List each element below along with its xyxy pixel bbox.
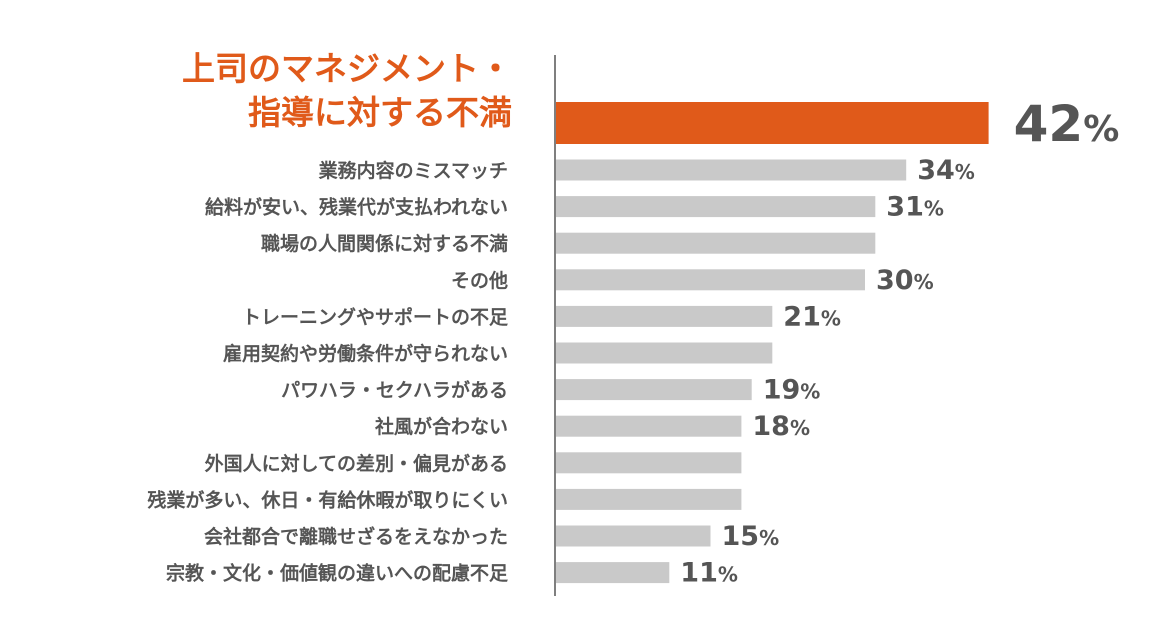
category-label-5: トレーニングやサポートの不足 bbox=[242, 305, 509, 328]
bar-2 bbox=[556, 196, 876, 218]
bar-3 bbox=[556, 232, 876, 254]
category-label-11: 会社都合で離職せざるをえなかった bbox=[204, 525, 508, 548]
bar-10 bbox=[556, 488, 742, 510]
bar-5 bbox=[556, 305, 773, 327]
bar-0 bbox=[556, 102, 989, 144]
value-label-4: 30% bbox=[876, 265, 934, 296]
value-label-5: 21% bbox=[783, 301, 841, 332]
bar-7 bbox=[556, 379, 752, 401]
category-label-3: 職場の人間関係に対する不満 bbox=[261, 232, 508, 255]
value-label-0: 42% bbox=[1014, 95, 1120, 153]
bar-9 bbox=[556, 452, 742, 474]
bar-11 bbox=[556, 525, 711, 547]
category-label-6: 雇用契約や労働条件が守られない bbox=[223, 342, 508, 365]
bar-12 bbox=[556, 562, 670, 584]
category-label-8: 社風が合わない bbox=[374, 415, 508, 438]
category-label-2: 給料が安い、残業代が支払われない bbox=[205, 196, 508, 219]
category-label-0: 上司のマネジメント・指導に対する不満 bbox=[182, 49, 512, 132]
value-label-2: 31% bbox=[886, 192, 944, 223]
bar-4 bbox=[556, 269, 865, 291]
category-label-1: 業務内容のミスマッチ bbox=[318, 159, 508, 182]
category-label-4: その他 bbox=[451, 269, 508, 292]
category-label-10: 残業が多い、休日・有給休暇が取りにくい bbox=[147, 488, 508, 511]
value-label-12: 11% bbox=[680, 558, 738, 589]
bar-1 bbox=[556, 159, 907, 181]
category-label-12: 宗教・文化・価値観の違いへの配慮不足 bbox=[166, 562, 509, 585]
value-label-7: 19% bbox=[763, 375, 821, 406]
value-label-8: 18% bbox=[752, 411, 810, 442]
bar-8 bbox=[556, 415, 742, 437]
value-label-1: 34% bbox=[917, 155, 975, 186]
category-label-7: パワハラ・セクハラがある bbox=[281, 379, 508, 402]
category-label-9: 外国人に対しての差別・偏見がある bbox=[205, 452, 508, 475]
bar-6 bbox=[556, 342, 773, 364]
value-label-11: 15% bbox=[722, 521, 780, 552]
